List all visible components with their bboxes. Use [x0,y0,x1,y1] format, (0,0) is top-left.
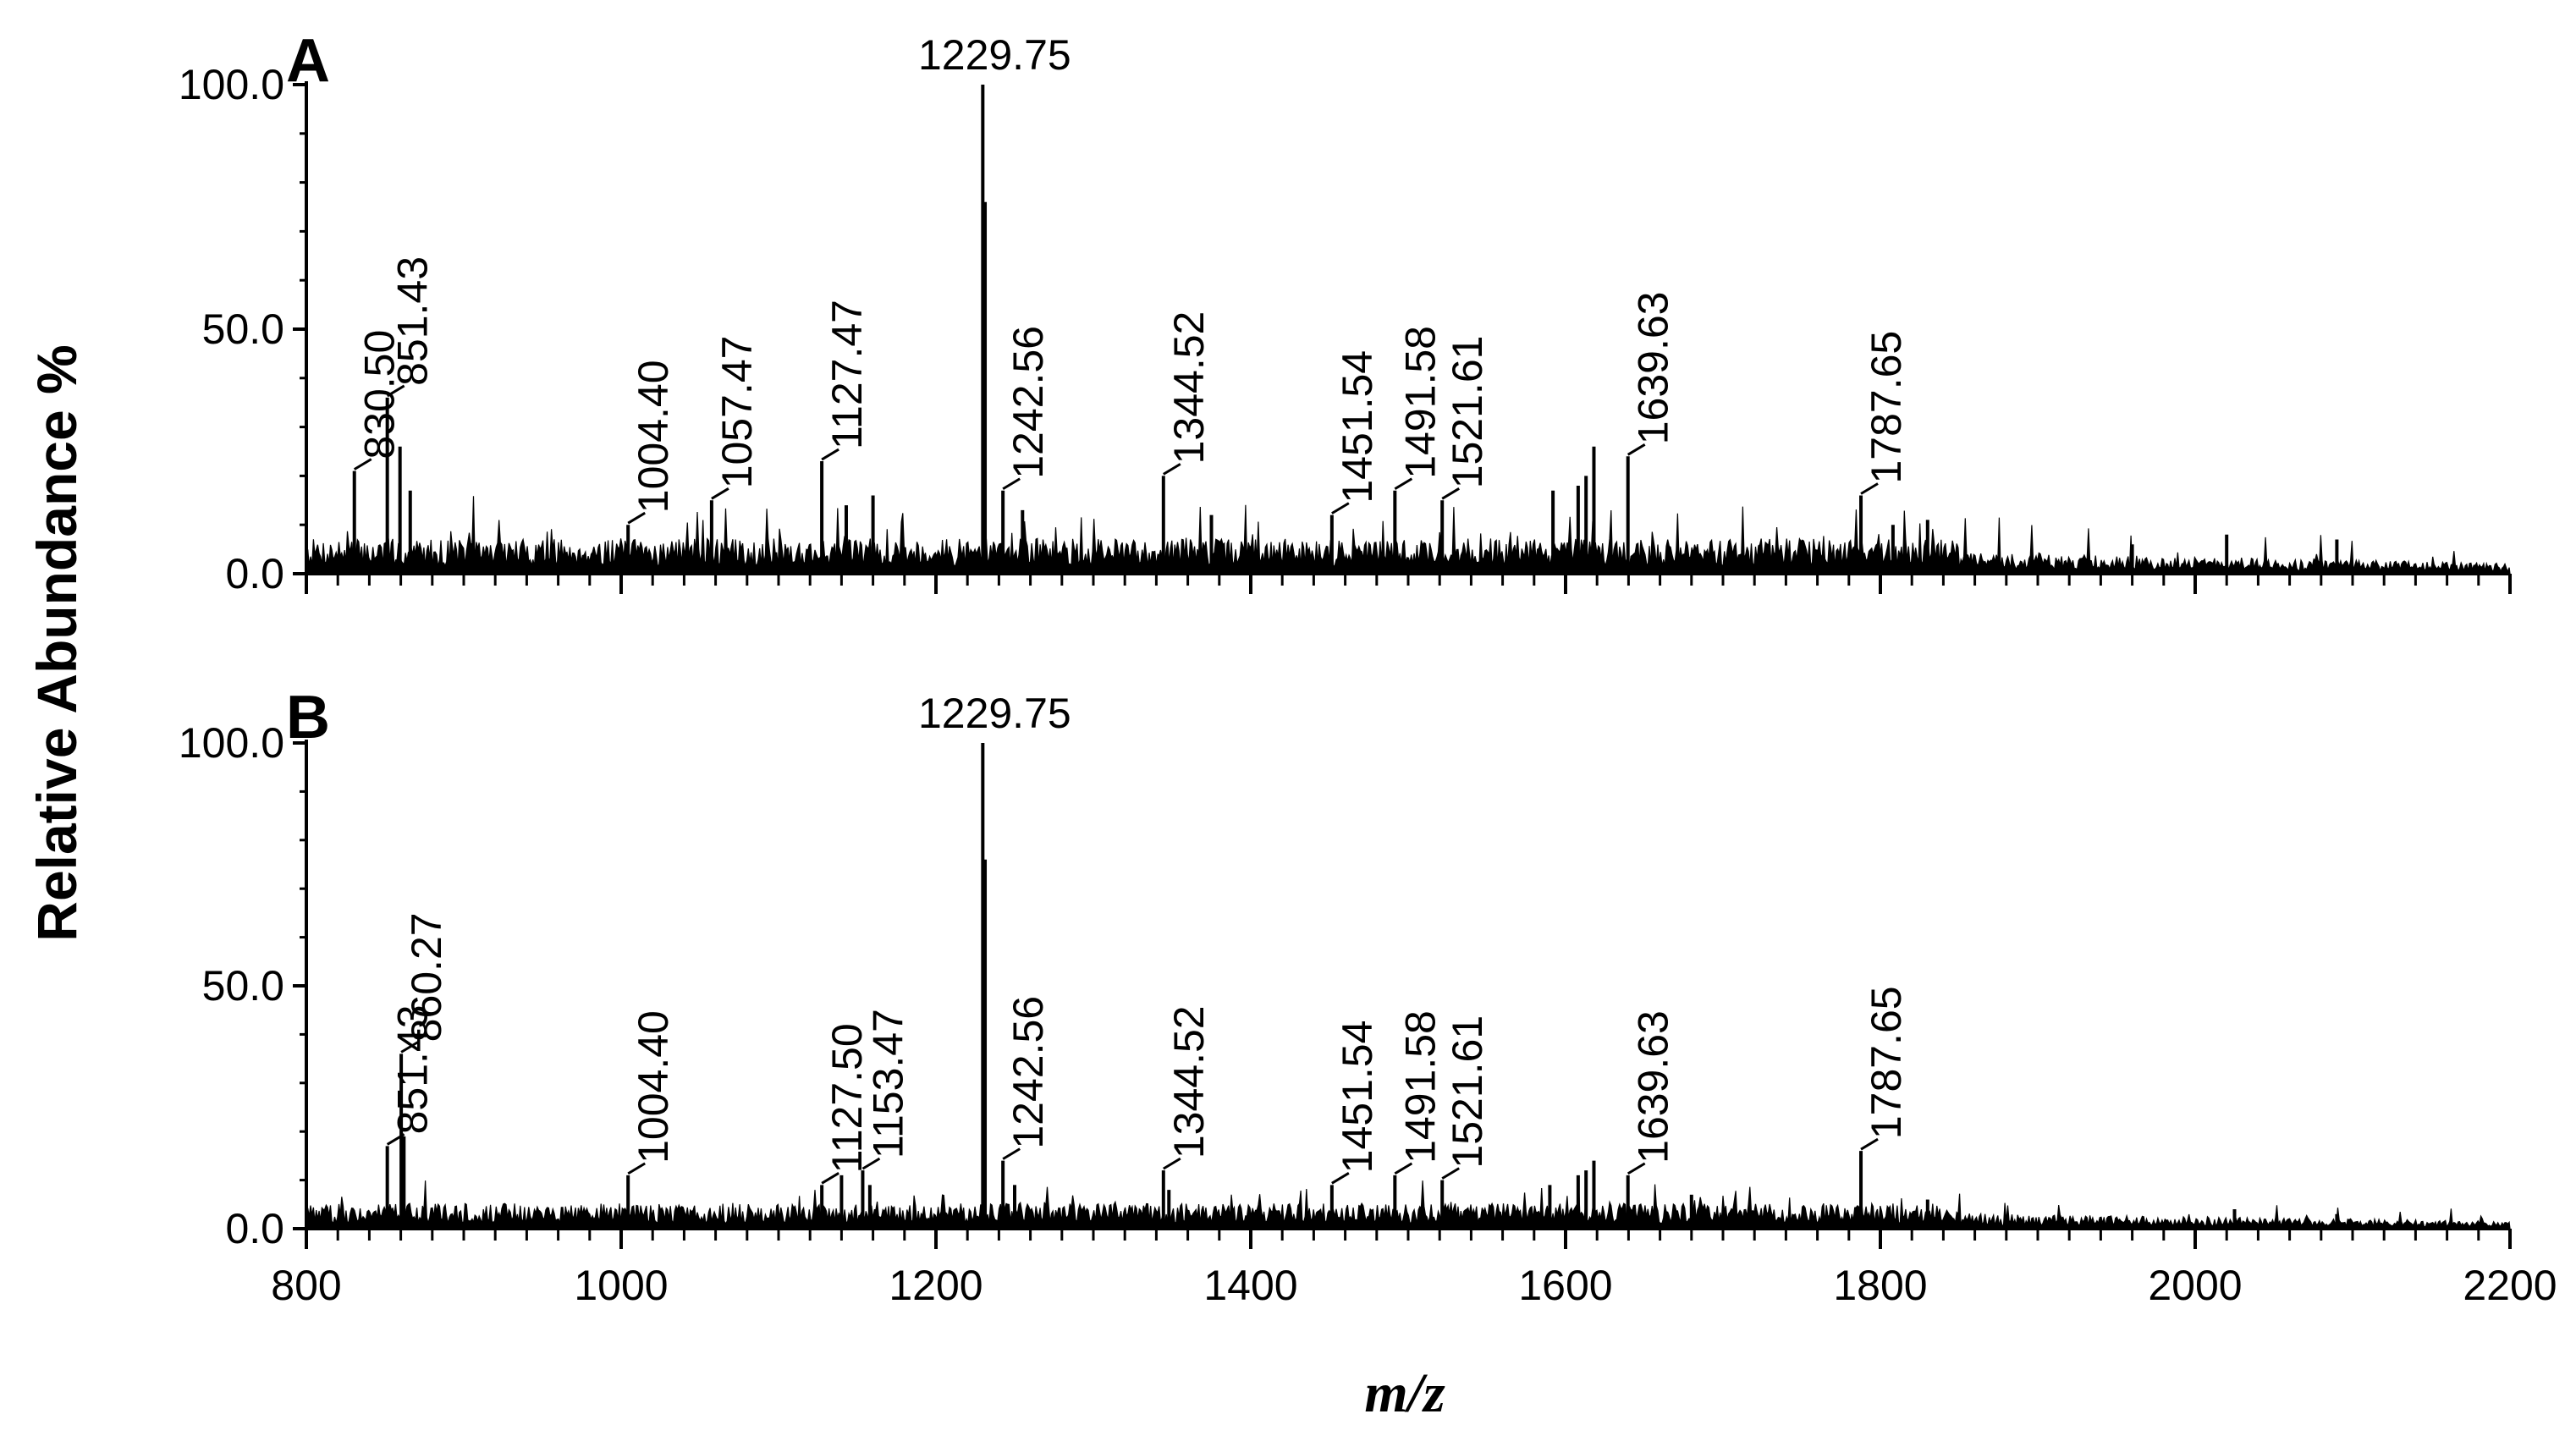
y-axis-label: Relative Abundance % [25,344,88,941]
peak-label: 860.27 [403,912,450,1042]
peak-label: 851.43 [389,1004,437,1134]
peak-label: 1229.75 [918,690,1071,737]
peak-leader [1860,1137,1879,1151]
peak-label: 1521.61 [1444,336,1491,489]
peak-label: 1344.52 [1165,311,1213,465]
x-tick-label: 1800 [1833,1262,1927,1309]
y-tick-label: 100.0 [179,61,284,108]
x-tick-label: 1400 [1203,1262,1297,1309]
peak-leader [1627,1162,1646,1175]
peak-leader [1002,477,1021,491]
peak-leader [1860,482,1879,495]
x-tick-label: 1200 [889,1262,983,1309]
y-tick-label: 100.0 [179,719,284,767]
x-tick-label: 1000 [574,1262,668,1309]
peak-leader [861,1157,881,1170]
peak-leader [1441,487,1460,500]
peak-leader [627,1162,646,1175]
peak-label: 1004.40 [630,360,677,513]
peak-label: 1451.54 [1334,350,1381,503]
y-tick-label: 50.0 [202,962,284,1010]
peak-leader [1002,1147,1021,1160]
peak-leader [627,511,646,525]
spectrum-trace [305,496,2511,575]
y-tick-label: 0.0 [225,550,284,597]
peak-leader [1627,443,1646,456]
peak-label: 1639.63 [1630,292,1677,445]
peak-label: 830.50 [356,330,404,459]
x-tick-label: 800 [271,1262,341,1309]
peak-leader [711,487,729,500]
x-tick-label: 2000 [2148,1262,2242,1309]
peak-leader [1394,477,1413,491]
peak-label: 1451.54 [1334,1021,1381,1174]
peak-leader [821,448,839,461]
peak-leader [1394,1162,1413,1175]
peak-label: 1057.47 [713,336,761,489]
y-tick-label: 50.0 [202,305,284,353]
peak-leader [1163,1157,1181,1170]
peak-label: 1242.56 [1005,996,1052,1149]
x-axis-label: m/z [1364,1362,1445,1424]
peak-label: 1004.40 [630,1010,677,1164]
peak-label: 1344.52 [1165,1005,1213,1158]
peak-label: 1153.47 [864,1009,911,1158]
peak-label: 1127.50 [823,1023,871,1173]
peak-leader [386,384,405,398]
peak-label: 1491.58 [1396,326,1444,479]
peak-label: 1127.47 [823,300,871,449]
peak-label: 1787.65 [1863,986,1910,1139]
peak-label: 1229.75 [918,31,1071,79]
peak-leader [1163,463,1181,476]
peak-label: 1521.61 [1444,1015,1491,1169]
peak-leader [821,1172,839,1185]
y-tick-label: 0.0 [225,1205,284,1252]
peak-leader [353,458,372,470]
peak-leader [400,1041,419,1054]
peak-leader [1331,502,1350,514]
peak-label: 1639.63 [1630,1010,1677,1164]
spectrum-trace [305,1180,2511,1230]
peak-leader [1331,1172,1350,1185]
x-tick-label: 1600 [1518,1262,1612,1309]
peak-leader [1441,1167,1460,1180]
peak-label: 1242.56 [1005,326,1052,479]
peak-label: 1491.58 [1396,1010,1444,1164]
peak-label: 1787.65 [1863,331,1910,484]
x-tick-label: 2200 [2463,1262,2557,1309]
peak-label: 851.43 [389,256,437,386]
